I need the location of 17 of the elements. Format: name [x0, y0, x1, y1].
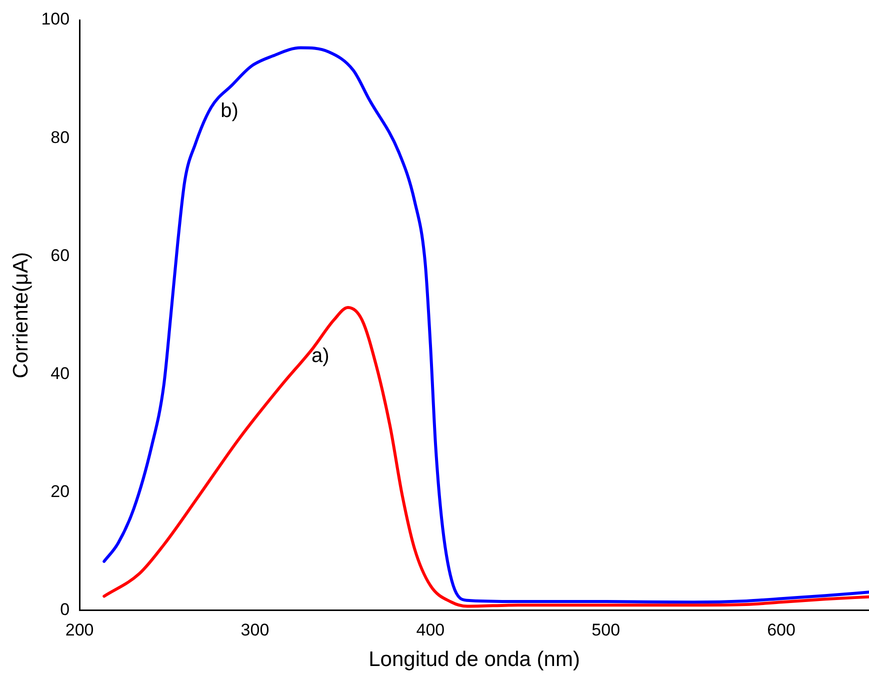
y-tick-label: 40: [50, 364, 70, 383]
x-tick-label: 500: [592, 620, 620, 640]
x-tick-label: 300: [240, 620, 270, 640]
line-series: [102, 46, 869, 604]
y-axis-title: Corriente(μA): [9, 252, 32, 378]
x-axis-title: Longitud de onda (nm): [368, 648, 580, 672]
x-tick-label: 200: [65, 620, 94, 640]
y-tick-label: 0: [60, 600, 70, 620]
x-tick-label: 600: [767, 620, 796, 640]
y-tick-label: 80: [50, 128, 70, 147]
line-series: [102, 306, 869, 608]
y-tick-label: 60: [50, 246, 70, 265]
y-tick-label: 20: [50, 482, 70, 502]
annotation: b): [220, 100, 238, 122]
annotation: a): [311, 345, 330, 368]
y-tick-label: 100: [41, 10, 70, 29]
x-tick-label: 400: [416, 620, 445, 640]
